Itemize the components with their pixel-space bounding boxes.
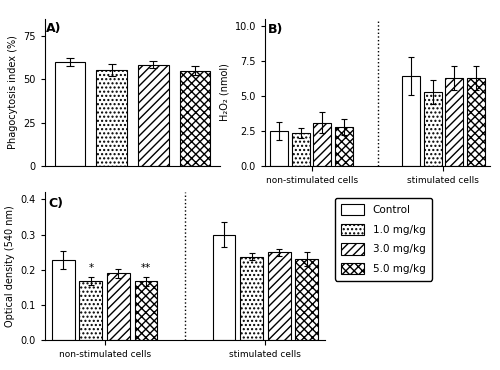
Bar: [107, 273, 130, 340]
Bar: [292, 133, 310, 166]
Bar: [270, 131, 288, 166]
Bar: [212, 235, 236, 340]
Bar: [52, 260, 75, 340]
Bar: [240, 256, 263, 340]
Bar: [96, 70, 127, 166]
Y-axis label: H₂O₂ (nmol): H₂O₂ (nmol): [219, 64, 229, 121]
Text: B): B): [268, 23, 283, 36]
Bar: [335, 127, 353, 166]
Bar: [424, 92, 442, 166]
Y-axis label: Phagocytosis index (%): Phagocytosis index (%): [8, 36, 18, 149]
Bar: [134, 281, 158, 340]
Bar: [314, 123, 332, 166]
Bar: [402, 76, 420, 166]
Text: **: **: [141, 263, 151, 273]
Bar: [180, 71, 210, 166]
Bar: [138, 65, 168, 166]
Legend: Control, 1.0 mg/kg, 3.0 mg/kg, 5.0 mg/kg: Control, 1.0 mg/kg, 3.0 mg/kg, 5.0 mg/kg: [335, 198, 432, 280]
Text: *: *: [88, 263, 94, 273]
Bar: [54, 62, 86, 166]
Bar: [268, 252, 290, 340]
Bar: [445, 78, 463, 166]
Text: A): A): [46, 22, 62, 35]
Bar: [80, 281, 102, 340]
Bar: [466, 78, 484, 166]
Y-axis label: Optical density (540 nm): Optical density (540 nm): [5, 205, 15, 327]
Bar: [295, 259, 318, 340]
Text: C): C): [48, 196, 63, 210]
